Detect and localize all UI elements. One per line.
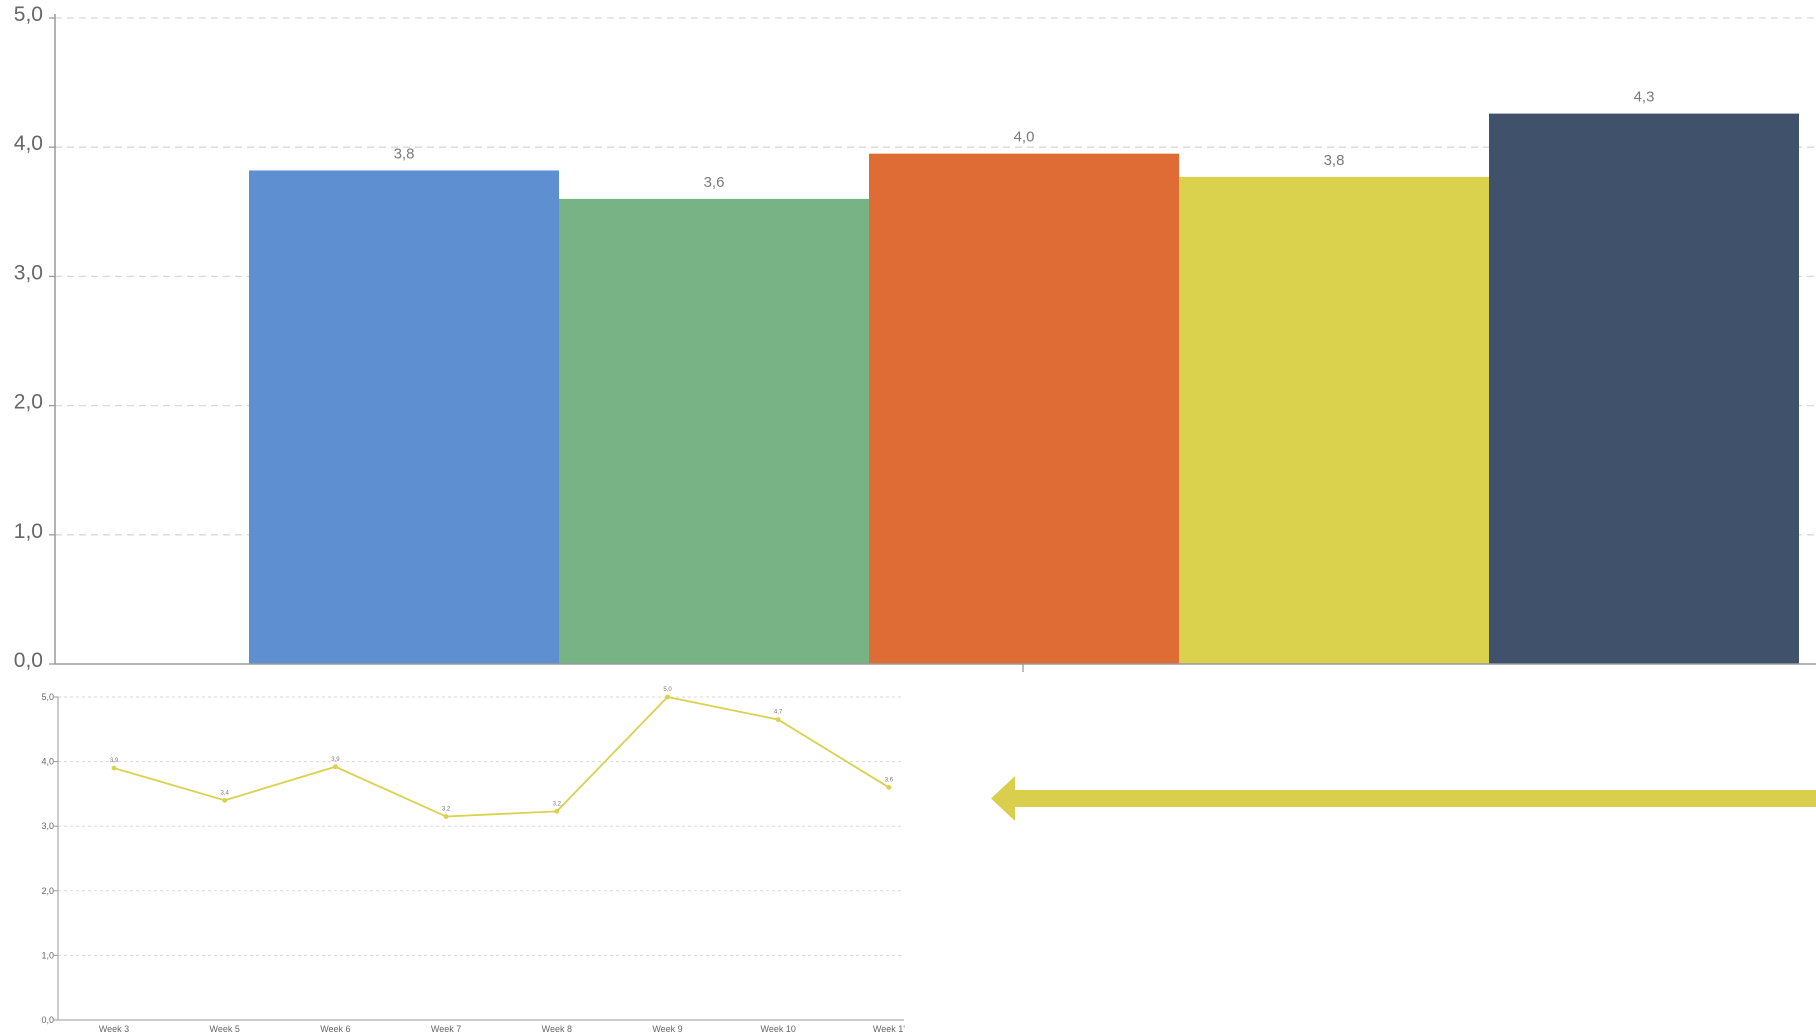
bar-data-label: 4,3 — [1634, 89, 1655, 106]
line-point — [111, 765, 117, 771]
line-series — [113, 696, 890, 818]
bar — [249, 170, 559, 664]
line-y-tick-label: 5,0 — [41, 692, 54, 702]
line-chart: 0,0 1,0 2,0 3,0 4,0 5,0 Week 3 Week 5 Week 6 Week… — [41, 687, 905, 1034]
line-data-label: 5,0 — [663, 687, 672, 693]
line-y-tick-label: 0,0 — [41, 1015, 54, 1025]
bar-data-label: 3,6 — [704, 174, 725, 191]
line-data-label: 3,4 — [221, 790, 230, 796]
bar — [1179, 176, 1489, 664]
line-x-tick-label: Week 6 — [320, 1024, 350, 1034]
line-point — [775, 717, 781, 723]
bar-data-label: 4,0 — [1014, 129, 1035, 146]
bar — [1489, 113, 1799, 664]
bar-chart: 0,0 1,0 2,0 3,0 4,0 5,0 3,8 3,6 4,0 3,8 4,3 — [14, 3, 1816, 672]
bar-data-label: 3,8 — [1324, 152, 1345, 169]
left-arrow-icon — [991, 776, 1816, 821]
bar-y-tick-label: 3,0 — [14, 261, 43, 284]
line-y-tick-label: 2,0 — [41, 886, 54, 896]
line-x-tick-label: Week 8 — [542, 1024, 572, 1034]
arrow-shaft — [1008, 790, 1816, 807]
bar-y-tick-label: 5,0 — [14, 3, 43, 26]
arrow-head — [991, 776, 1015, 821]
bar — [869, 153, 1179, 664]
line-x-tick-label: Week 10 — [761, 1024, 796, 1034]
line-x-tick-label: Week 1' — [873, 1024, 905, 1034]
line-data-label: 4,7 — [774, 710, 783, 716]
line-data-label: 3,9 — [331, 757, 340, 763]
line-x-tick-label: Week 3 — [99, 1024, 129, 1034]
line-point — [333, 764, 338, 770]
line-point — [443, 814, 449, 819]
line-point — [665, 694, 670, 700]
line-point — [886, 785, 892, 790]
bar-y-tick-label: 0,0 — [14, 649, 43, 672]
bar — [559, 198, 869, 664]
line-data-label: 3,9 — [110, 758, 119, 764]
line-data-label: 3,6 — [885, 777, 894, 783]
line-data-label: 3,2 — [553, 801, 562, 807]
line-data-label: 3,2 — [442, 807, 451, 813]
bar-y-tick-label: 4,0 — [14, 132, 43, 155]
line-y-tick-label: 4,0 — [41, 757, 54, 767]
bar-data-label: 3,8 — [394, 145, 415, 162]
line-y-tick-label: 1,0 — [41, 950, 54, 960]
line-y-tick-label: 3,0 — [41, 821, 54, 831]
line-point — [222, 797, 228, 803]
line-point — [554, 808, 560, 814]
bar-y-tick-label: 2,0 — [14, 391, 43, 414]
line-x-tick-label: Week 7 — [431, 1024, 461, 1034]
line-x-tick-label: Week 9 — [652, 1024, 682, 1034]
line-x-tick-label: Week 5 — [210, 1024, 240, 1034]
bar-y-tick-label: 1,0 — [14, 520, 43, 543]
